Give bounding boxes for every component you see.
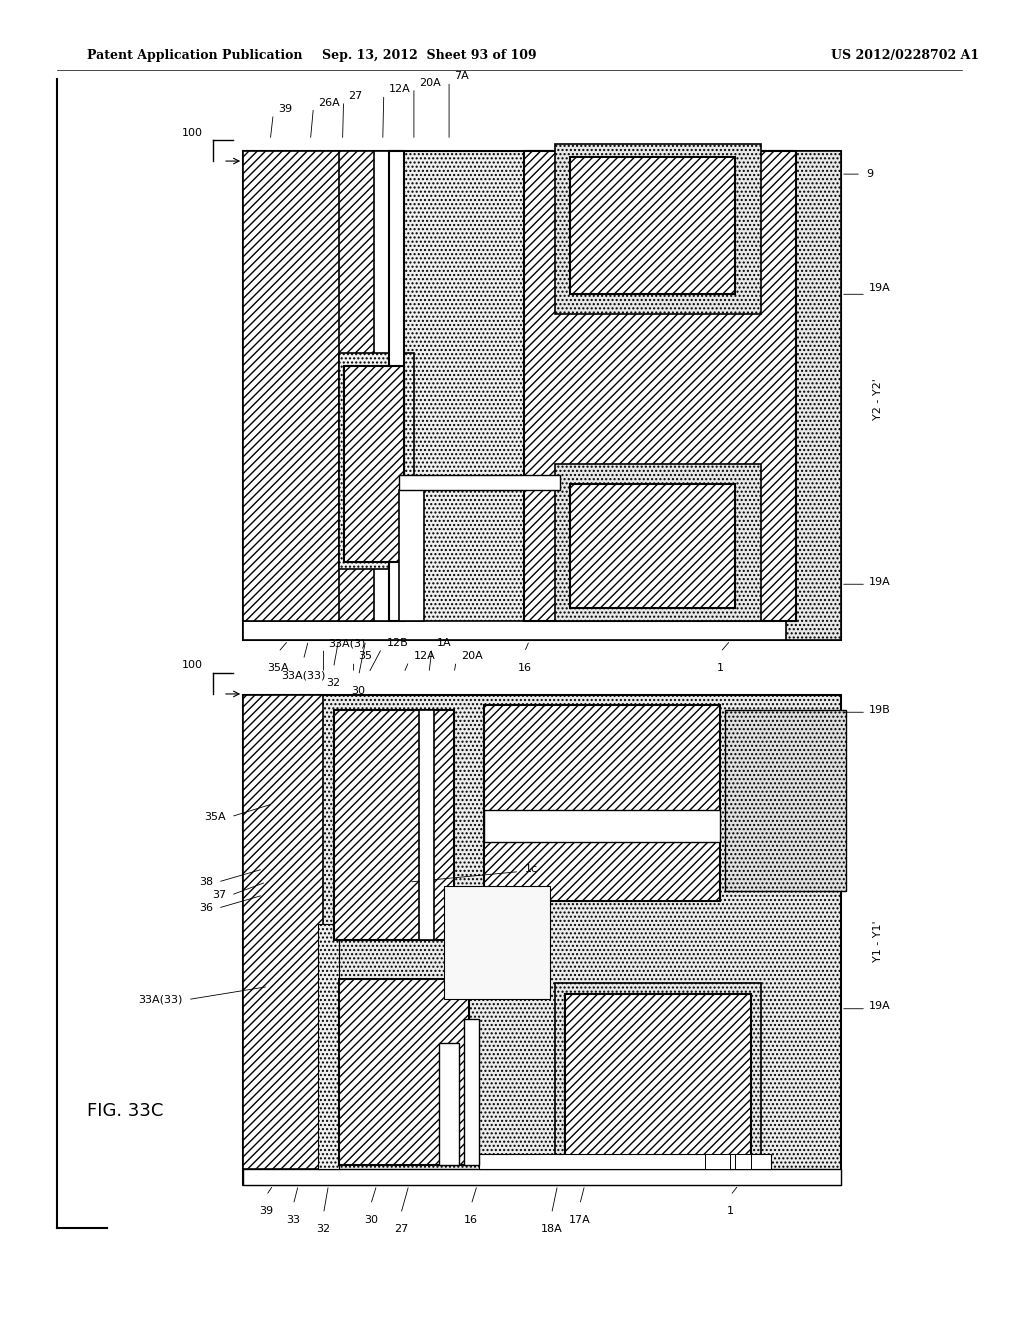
Text: 39: 39 [279,104,293,114]
Text: Patent Application Publication: Patent Application Publication [87,49,303,62]
Text: 38: 38 [199,876,213,887]
Text: 16: 16 [464,1216,478,1225]
Text: 100: 100 [182,660,203,671]
Bar [706,1154,730,1170]
Bar [569,157,735,294]
Bar [735,1154,751,1170]
Text: 17A: 17A [568,1216,591,1225]
Bar [555,983,761,1170]
Bar [484,809,720,842]
Text: 33A(33): 33A(33) [282,671,326,680]
Text: 30: 30 [351,686,366,696]
Bar [243,1170,841,1185]
Text: 19A: 19A [869,282,891,293]
Text: 33A(3): 33A(3) [329,639,366,648]
Text: 16: 16 [517,663,531,673]
Text: FIG. 33C: FIG. 33C [87,1102,164,1119]
Bar [398,474,559,490]
Text: 1c: 1c [524,865,538,874]
Text: 35: 35 [358,651,373,661]
Bar [555,465,761,620]
Text: 19B: 19B [869,705,891,714]
Text: 100: 100 [182,128,203,137]
Text: 35A: 35A [267,663,289,673]
Text: Y1 - Y1': Y1 - Y1' [873,920,883,962]
Text: 1: 1 [727,1206,734,1216]
Text: Y2 - Y2': Y2 - Y2' [873,378,883,420]
Text: 36: 36 [199,903,213,913]
Text: 19A: 19A [869,1001,891,1011]
Text: 32: 32 [316,1224,331,1234]
Bar [785,150,841,640]
Text: 20A: 20A [419,78,440,88]
Bar [464,1019,479,1166]
Text: 12A: 12A [414,651,435,661]
Text: 1: 1 [717,663,724,673]
Bar [444,886,550,999]
Bar [243,696,324,1170]
Bar [555,144,761,314]
Bar [569,483,735,607]
Bar [484,705,720,902]
Text: 20A: 20A [461,651,483,661]
Bar [524,150,796,620]
Text: 27: 27 [393,1224,408,1234]
Bar [439,1043,459,1166]
Bar [243,620,841,640]
Bar [369,150,394,620]
Bar [243,150,353,620]
Text: 12B: 12B [387,639,409,648]
Bar [725,710,846,891]
Bar [339,979,469,1166]
Bar [389,150,403,620]
Text: 33: 33 [287,1216,300,1225]
Text: 26A: 26A [318,98,340,107]
Bar [334,710,454,940]
Text: 37: 37 [212,890,226,900]
Bar [243,150,841,640]
Text: 27: 27 [348,91,362,102]
Text: 19A: 19A [869,577,891,586]
Text: US 2012/0228702 A1: US 2012/0228702 A1 [830,49,979,62]
Text: 39: 39 [259,1206,273,1216]
Bar [479,1154,771,1170]
Bar [398,490,424,620]
Text: 1A: 1A [437,639,452,648]
Bar [243,696,841,1185]
Bar [344,366,403,562]
Bar [419,710,434,940]
Text: Sep. 13, 2012  Sheet 93 of 109: Sep. 13, 2012 Sheet 93 of 109 [322,49,537,62]
Text: 33A(33): 33A(33) [138,994,183,1005]
Bar [339,352,414,569]
Bar [339,150,374,620]
Text: 18A: 18A [541,1224,562,1234]
Text: 30: 30 [364,1216,378,1225]
Text: 9: 9 [866,169,873,180]
Text: 32: 32 [327,678,341,688]
Text: 7A: 7A [454,71,469,82]
Text: 35A: 35A [205,812,226,822]
Bar [318,924,339,1170]
Bar [564,994,751,1166]
Text: 12A: 12A [389,84,411,95]
